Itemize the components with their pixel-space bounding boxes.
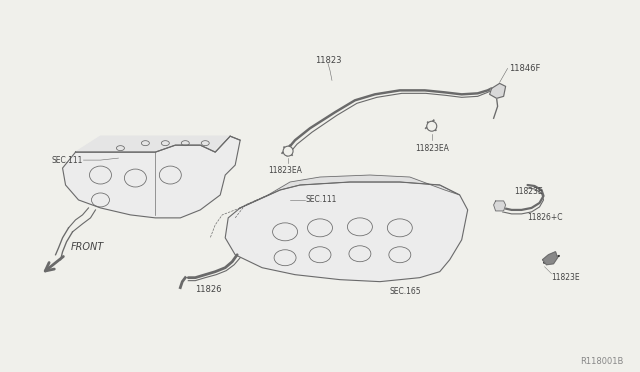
Text: R118001B: R118001B [580,357,623,366]
Text: 11823EA: 11823EA [415,144,449,153]
Polygon shape [76,136,230,152]
Circle shape [283,146,293,156]
Polygon shape [493,201,506,211]
Polygon shape [63,136,240,218]
Text: 11823E: 11823E [515,187,543,196]
Text: 11846F: 11846F [509,64,541,73]
Text: 11823EA: 11823EA [268,166,302,174]
Polygon shape [225,182,468,282]
Text: 11826+C: 11826+C [527,214,563,222]
Text: 11826: 11826 [195,285,221,294]
Polygon shape [490,83,506,98]
Text: SEC.165: SEC.165 [390,287,422,296]
Text: 11823E: 11823E [552,273,580,282]
Text: SEC.111: SEC.111 [305,195,337,205]
Text: 11823: 11823 [315,56,341,65]
Text: FRONT: FRONT [70,242,104,252]
Text: SEC.111: SEC.111 [51,155,83,164]
Polygon shape [543,252,557,265]
Circle shape [427,121,436,131]
Polygon shape [240,175,460,208]
